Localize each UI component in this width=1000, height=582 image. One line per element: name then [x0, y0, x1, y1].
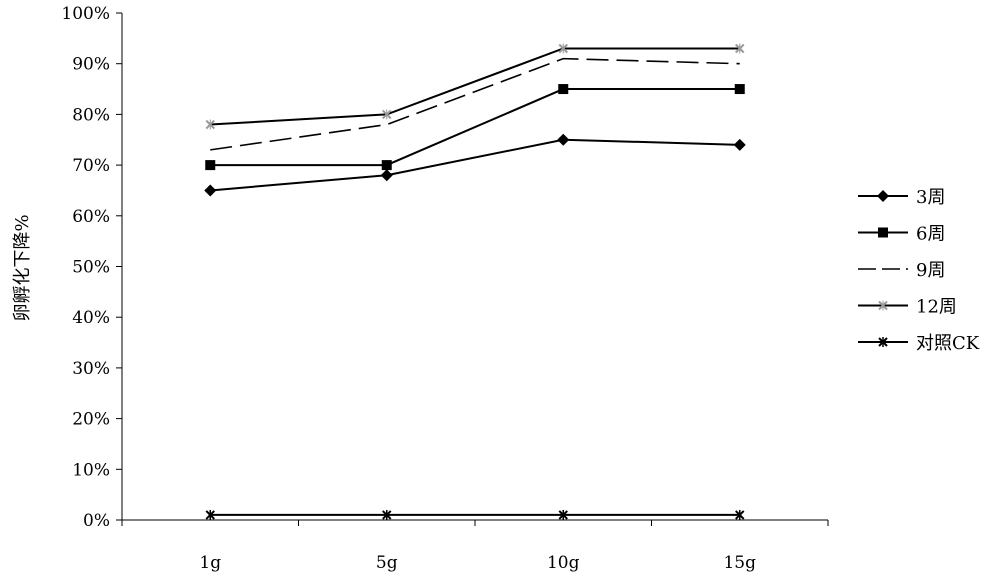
legend-item: 3周 — [858, 187, 945, 208]
y-tick-label: 100% — [61, 4, 110, 24]
y-tick-label: 0% — [83, 511, 110, 531]
x-tick-label: 10g — [547, 553, 580, 573]
y-tick-label: 80% — [72, 105, 110, 125]
legend-label: 12周 — [916, 297, 957, 318]
data-point — [558, 509, 568, 520]
axes: 0% 10% 20% 30% 40% 50% 60% 70% 80% 90% 100% 1g 5g 10g… — [61, 4, 829, 573]
data-point — [557, 133, 570, 146]
data-point — [382, 509, 392, 520]
legend-marker — [878, 300, 888, 311]
data-point — [204, 184, 217, 197]
legend-marker — [877, 190, 889, 202]
data-point — [734, 84, 745, 95]
series-line — [210, 57, 740, 151]
legend-item: 12周 — [858, 297, 957, 318]
x-tick-label: 5g — [376, 553, 398, 573]
legend-label: 3周 — [916, 187, 945, 208]
legend-item: 对照CK — [858, 333, 980, 354]
legend-marker — [878, 337, 888, 347]
legend-label: 6周 — [916, 224, 945, 245]
y-axis-title: 卵孵化下降% — [12, 214, 33, 321]
data-point — [735, 509, 745, 520]
data-point — [205, 160, 216, 171]
y-tick-label: 10% — [72, 460, 110, 480]
data-point — [735, 43, 745, 54]
x-tick-label: 1g — [199, 553, 221, 573]
series-4 — [205, 43, 745, 130]
data-point — [558, 43, 568, 54]
data-point — [205, 509, 215, 520]
data-point — [733, 138, 746, 151]
y-tick-label: 40% — [72, 308, 110, 328]
legend-label: 9周 — [916, 260, 945, 281]
legend-marker — [878, 227, 888, 238]
data-point — [381, 160, 392, 171]
data-point — [382, 109, 392, 120]
y-tick-label: 70% — [72, 156, 110, 176]
y-tick-label: 20% — [72, 410, 110, 430]
data-point — [380, 169, 393, 182]
series-3 — [210, 57, 740, 151]
series-line — [210, 47, 740, 126]
series-2 — [205, 84, 745, 171]
y-tick-label: 60% — [72, 207, 110, 227]
legend-label: 对照CK — [916, 333, 980, 354]
legend-item: 9周 — [858, 260, 945, 281]
y-tick-label: 90% — [72, 55, 110, 75]
series-line — [210, 88, 740, 167]
legend-item: 6周 — [858, 224, 945, 245]
series-layer — [204, 43, 746, 520]
series-1 — [204, 133, 746, 197]
y-tick-label: 30% — [72, 359, 110, 379]
data-point — [558, 84, 569, 95]
x-tick-label: 15g — [723, 553, 756, 573]
series-5 — [205, 509, 745, 520]
y-tick-label: 50% — [72, 258, 110, 278]
series-line — [210, 138, 740, 192]
data-point — [205, 119, 215, 130]
